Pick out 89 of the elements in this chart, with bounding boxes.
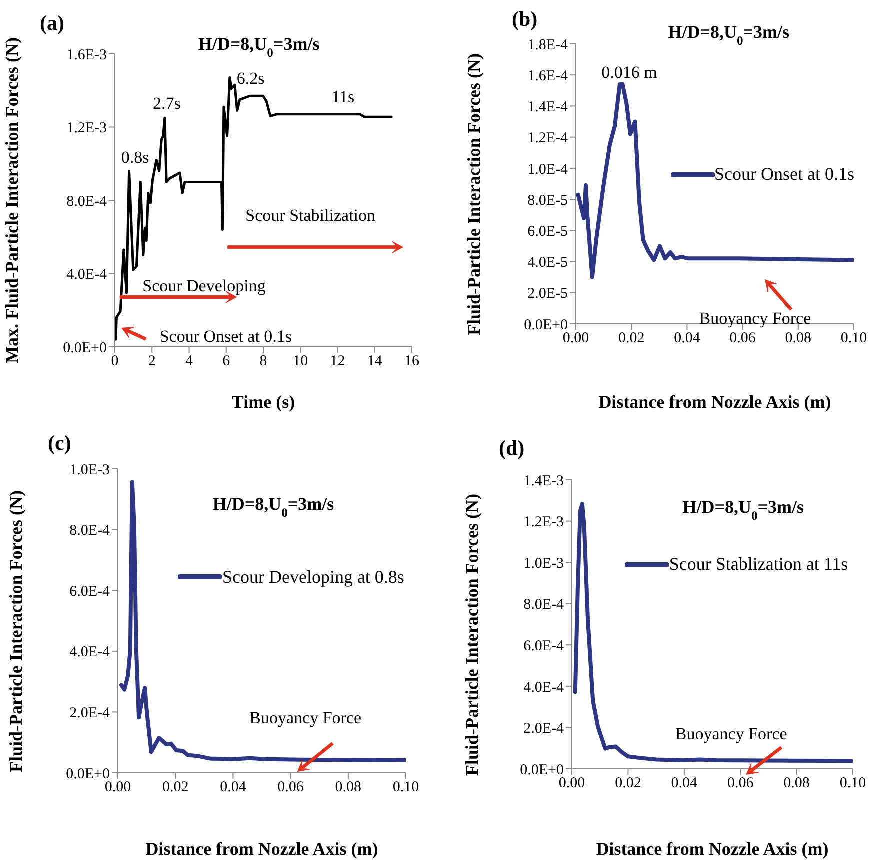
y-axis-title: Fluid-Particle Interaction Forces (N)	[464, 53, 484, 336]
line-series	[119, 480, 406, 763]
x-tick-label: 14	[367, 354, 383, 370]
y-axis-title: Fluid-Particle Interaction Forces (N)	[6, 490, 26, 773]
y-tick-label: 8.0E-4	[70, 523, 110, 540]
y-tick-label: 2.0E-4	[524, 721, 564, 738]
x-tick-label: 0.10	[392, 780, 420, 796]
y-tick-label: 1.4E-3	[524, 473, 564, 490]
annotation: 6.2s	[236, 68, 265, 88]
x-axis-title: Distance from Nozzle Axis (m)	[598, 392, 832, 412]
x-tick-label: 0.06	[727, 776, 754, 792]
y-tick-label: 1.0E-3	[524, 556, 564, 572]
line-series	[576, 82, 854, 280]
y-tick-label: 2.0E-4	[70, 706, 110, 722]
y-tick-label: 0.0E+0	[524, 317, 568, 334]
y-tick-label: 1.4E-4	[528, 100, 568, 116]
y-tick-label: 1.6E-3	[66, 47, 107, 64]
annotation: Buoyancy Force	[675, 724, 788, 744]
x-tick-label: 0.10	[840, 776, 866, 792]
y-tick-label: 4.0E-5	[528, 255, 568, 272]
legend-label: Scour Onset at 0.1s	[714, 164, 854, 186]
y-tick-label: 4.0E-4	[66, 267, 108, 284]
x-tick-label: 0.00	[558, 776, 586, 792]
y-tick-label: 2.0E-5	[528, 286, 568, 302]
x-tick-label: 16	[404, 354, 420, 370]
y-tick-label: 1.0E-3	[70, 462, 110, 478]
x-tick-label: 0.04	[671, 776, 698, 792]
x-tick-label: 0.08	[784, 776, 810, 792]
text: (c)	[48, 431, 72, 455]
y-tick-label: 1.6E-4	[528, 68, 568, 84]
y-tick-label: 1.2E-4	[528, 130, 568, 147]
chart-title: H/D=8,U$_{0}$=3m/s	[198, 34, 320, 60]
x-tick-label: 0.08	[335, 780, 362, 796]
annotation: Scour Developing	[142, 276, 266, 296]
y-tick-label: 6.0E-5	[528, 224, 568, 240]
y-tick-label: 0.0E+0	[520, 762, 564, 778]
x-tick-label: 12	[330, 354, 346, 370]
annotation: Scour Stabilization	[246, 206, 376, 226]
legend-label: Scour Stablization at 11s	[669, 554, 848, 576]
x-tick-label: 0.00	[562, 330, 590, 347]
y-tick-label: 1.8E-4	[528, 37, 568, 54]
annotation: 2.7s	[152, 94, 181, 114]
y-tick-label: 8.0E-5	[528, 192, 568, 209]
x-tick-label: 0.06	[278, 780, 304, 796]
y-tick-label: 0.0E+0	[63, 340, 107, 356]
x-tick-label: 8	[260, 354, 268, 370]
y-tick-label: 6.0E-4	[524, 638, 564, 654]
x-tick-label: 0.02	[615, 776, 642, 792]
text: (a)	[40, 11, 64, 35]
annotation: Buoyancy Force	[699, 308, 812, 328]
x-tick-label: 4	[186, 354, 194, 370]
x-tick-label: 0	[111, 354, 119, 370]
x-tick-label: 0.04	[220, 780, 247, 796]
y-axis-title: Fluid-Particle Interaction Forces (N)	[462, 494, 482, 776]
x-tick-label: 0.08	[785, 330, 812, 347]
legend-label: Scour Developing at 0.8s	[222, 566, 404, 588]
x-tick-label: 0.02	[162, 780, 189, 796]
y-tick-label: 0.0E+0	[66, 766, 110, 782]
x-tick-label: 10	[293, 354, 308, 370]
annotation: 0.8s	[121, 148, 150, 168]
x-axis-title: Distance from Nozzle Axis (m)	[596, 839, 829, 859]
annotation: 11s	[332, 87, 355, 106]
x-axis-title: Time (s)	[232, 392, 296, 412]
text: H/D=8,U$_{0}$=3m/s	[212, 494, 334, 520]
y-tick-label: 4.0E-4	[524, 680, 564, 696]
x-tick-label: 0.04	[674, 330, 701, 347]
y-tick-label: 1.2E-3	[66, 120, 107, 137]
chart-title: H/D=8,U$_{0}$=3m/s	[668, 22, 790, 48]
y-tick-label: 6.0E-4	[70, 584, 110, 600]
annotation: 0.016 m	[602, 62, 658, 82]
y-tick-label: 1.0E-4	[528, 162, 568, 178]
line-series	[573, 502, 853, 764]
x-tick-label: 0.02	[618, 330, 645, 347]
y-tick-label: 8.0E-4	[66, 194, 108, 210]
annotation: Scour Onset at 0.1s	[160, 327, 292, 346]
x-tick-label: 2	[148, 354, 156, 370]
text: (d)	[499, 436, 525, 460]
x-tick-label: 0.10	[840, 330, 868, 347]
y-tick-label: 4.0E-4	[70, 644, 110, 661]
x-tick-label: 0.00	[104, 780, 132, 796]
text: H/D=8,U$_{0}$=3m/s	[682, 497, 804, 524]
annotation: Buoyancy Force	[250, 708, 362, 728]
y-tick-label: 1.2E-3	[524, 514, 564, 531]
x-tick-label: 0.06	[730, 330, 756, 347]
x-tick-label: 6	[222, 354, 231, 370]
y-axis-title: Max. Fluid-Particle Interaction Forces (N)	[2, 37, 22, 364]
x-axis-title: Distance from Nozzle Axis (m)	[146, 839, 378, 859]
y-tick-label: 8.0E-4	[524, 597, 564, 614]
text: (b)	[512, 7, 538, 31]
